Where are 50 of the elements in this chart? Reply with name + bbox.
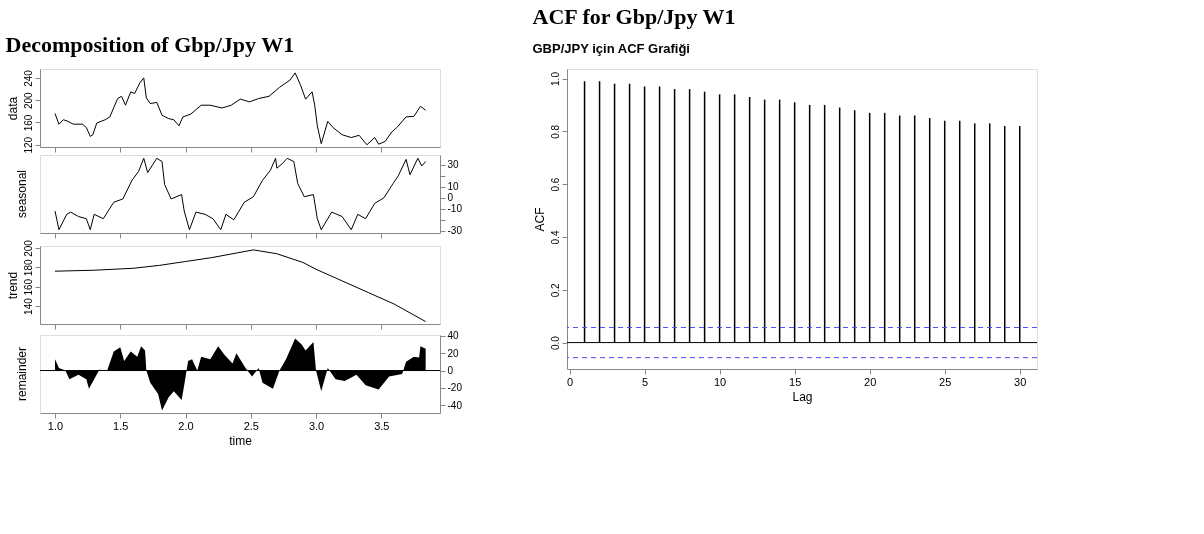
x-axis-title: time [229,433,253,448]
chart-title: ACF for Gbp/Jpy W1 [532,3,736,29]
y-tick-label: 160 [22,278,34,296]
chart-title: Decomposition of Gbp/Jpy W1 [5,31,295,57]
x-tick-label: 30 [1014,375,1027,388]
y-tick-label: 0.4 [549,230,561,245]
x-tick-label: 2.0 [178,419,194,432]
y2-tick-label: 30 [447,159,460,171]
x-tick-label: 10 [713,375,727,388]
y2-tick-label: 0 [447,365,454,377]
y-tick-label: 200 [22,239,34,257]
x-tick-label: 5 [642,375,649,388]
y2-tick-label: -20 [447,382,463,394]
x-tick-label: 20 [864,375,877,388]
x-tick-label: 3.0 [308,419,325,432]
y2-tick-label: -10 [447,203,463,215]
y-axis-title: trend [5,271,20,300]
y-axis-title: ACF [532,207,547,232]
y-tick-label: 200 [22,91,34,110]
line-series [54,249,427,323]
y2-tick-label: 40 [447,330,460,342]
y-tick-label: 0.8 [549,124,561,139]
y2-tick-label: 0 [447,192,454,204]
x-tick-label: 2.5 [243,419,259,432]
x-tick-label: 25 [939,375,952,388]
y2-tick-label: -30 [447,225,463,237]
y2-tick-label: 10 [447,181,460,193]
y-axis-title: seasonal [15,169,29,219]
line-series [54,157,427,231]
x-tick-label: 1.0 [47,419,64,432]
y-tick-label: 120 [22,136,34,154]
y2-tick-label: 20 [447,347,460,359]
line-series [54,72,427,146]
y2-tick-label: -40 [447,399,463,411]
x-tick-label: 0 [566,375,574,388]
x-tick-label: 1.5 [113,419,129,432]
y-tick-label: 0.0 [549,335,561,351]
y-tick-label: 140 [22,297,34,315]
y-axis-title: remainder [15,346,29,402]
x-tick-label: 3.5 [374,419,390,432]
y-tick-label: 240 [22,69,34,87]
y-tick-label: 160 [22,114,34,132]
x-axis-title: Lag [792,389,813,404]
y-tick-label: 0.2 [549,282,561,298]
chart-subtitle: GBP/JPY için ACF Grafiği [532,40,690,56]
y-tick-label: 180 [22,259,34,277]
x-tick-label: 15 [789,375,802,388]
y-tick-label: 1.0 [549,71,561,86]
y-tick-label: 0.6 [549,177,561,192]
y-axis-title: data [5,96,20,121]
